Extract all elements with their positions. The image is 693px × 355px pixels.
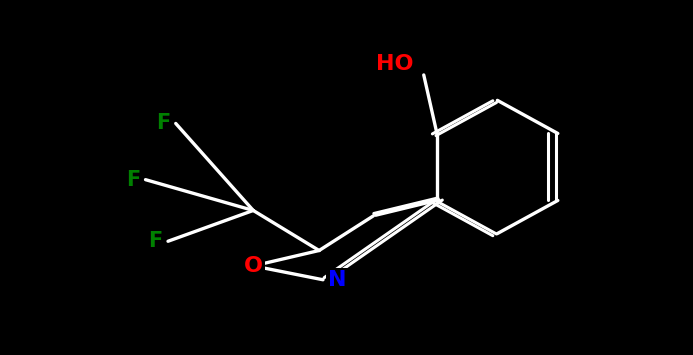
Text: F: F — [126, 170, 140, 190]
Text: N: N — [328, 270, 347, 290]
Text: F: F — [156, 114, 170, 133]
Text: O: O — [244, 256, 263, 276]
Text: HO: HO — [376, 54, 413, 73]
Text: F: F — [148, 231, 163, 251]
